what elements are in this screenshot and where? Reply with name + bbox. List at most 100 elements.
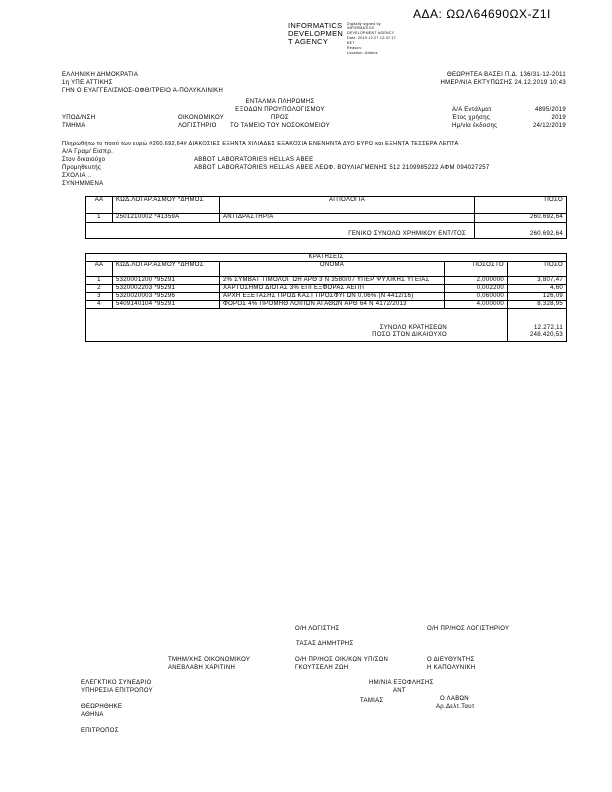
audit-service: ΥΠΗΡΕΣΙΑ ΕΠΙΤΡΟΠΟΥ: [81, 688, 153, 694]
cell: ΑΡΧΗ ΕΞΕΤΑΣΗΣ ΠΡΟΔ ΚΑΣΤ ΠΡΟΣΦΥΓΩΝ 0,06% …: [219, 292, 445, 301]
cell: 3.807,47: [507, 276, 567, 285]
table-row: 3 5320020003 *95296 ΑΡΧΗ ΕΞΕΤΑΣΗΣ ΠΡΟΔ Κ…: [85, 292, 567, 301]
cell: 4: [85, 300, 113, 309]
cell: ΧΑΡΤΟΣΗΜΟ ΔΙΟΓΑΣ 3% ΕΠΙ ΕΞΦΟΡΑΣ ΑΕΠΠ: [219, 284, 445, 293]
issuer-line: ΕΛΛΗΝΙΚΗ ΔΗΜΟΚΡΑΤΙΑ: [62, 72, 139, 78]
cell: 1: [85, 276, 113, 285]
total-value: 260.692,64: [474, 222, 567, 239]
finance-head-name: ΑΝΕΒΛΑΒΗ ΧΑΡΙΤΙΝΗ: [168, 665, 236, 671]
total-label: ΓΕΝΙΚΟ ΣΥΝΟΛΟ ΧΡΗΜΙΚΟΥ ΕΝΤ/ΤΟΣ: [85, 222, 475, 239]
cell: 2: [85, 284, 113, 293]
meta-value: 4895/2019: [534, 107, 566, 113]
signature-director: Ο ΔΙΕΥΘΥΝΤΗΣ: [427, 657, 475, 663]
table-row: 1 2501210002 *41359Α ΑΝΤΙΔΡΑΣΤΗΡΙΑ 260.6…: [85, 213, 567, 223]
commissioner-label: ΕΠΙΤΡΟΠΟΣ: [81, 728, 119, 734]
table-header-row: ΑΑ ΚΩΔ.ΛΟΓΑΡ.ΑΣΜΟΥ *ΔΗΜΟΣ ΑΙΤΙΟΛΟΓΙΑ ΠΟΣ…: [85, 196, 567, 214]
cell: 0,002200: [444, 284, 508, 293]
issuer-line: ΓΗΝ Ο ΕΥΑΓΓΕΛΙΣΜΟΣ-ΟΦΘ/ΤΡΕΙΟ Α-ΠΟΛΥΚΛΙΝΙ…: [62, 88, 224, 94]
legal-basis: ΘΕΩΡΗΤΕΑ ΒΑΣΕΙ Π.Δ. 136/31-12-2011: [446, 72, 566, 78]
col-header: ΠΟΣΟ: [507, 261, 567, 277]
expenses-table: ΑΑ ΚΩΔ.ΛΟΓΑΡ.ΑΣΜΟΥ *ΔΗΜΟΣ ΑΙΤΙΟΛΟΓΙΑ ΠΟΣ…: [85, 196, 567, 239]
cell: 5320001200 *95291: [112, 276, 220, 285]
total-deductions-label: ΣΥΝΟΛΟ ΚΡΑΤΗΣΕΩΝ: [379, 325, 447, 331]
stamp-line: Date: 2019.12.27 12:37:17: [347, 36, 396, 40]
stamp-line: Location: Athens: [347, 51, 378, 55]
col-header: ΑΑ: [85, 261, 113, 277]
col-header: ΑΑ: [85, 196, 113, 214]
meta-label: Ημ/νία έκδοσης: [452, 123, 498, 129]
stamp-line: EET: [347, 41, 355, 45]
cell: 2,000000: [444, 276, 508, 285]
col-header: ΠΟΣΟ: [474, 196, 567, 214]
stamp-line: DEVELOPMENT AGENCY: [347, 31, 395, 35]
signature-head-accounting: Ο/Η ΠΡ/ΗΟΣ ΛΟΓΙΣΤΗΡΙΟΥ: [427, 626, 510, 632]
col-header: ΠΟΣΟΣΤΟ: [444, 261, 508, 277]
cell: 0,060000: [444, 292, 508, 301]
meta-label: Α/Α Εντάλματ: [452, 107, 492, 113]
print-date: ΗΜΕΡ/ΝΙΑ ΕΚΤΥΠΩΣΗΣ 24.12.2019 10:43: [440, 80, 566, 86]
table-row: 1 5320001200 *95291 2% ΣΥΜΒΑΤ ΤΙΜΟΛΟΓ ΩΗ…: [85, 276, 567, 285]
logo-line: T AGENCY: [288, 37, 329, 46]
net-amount-label: ΠΟΣΟ ΣΤΟΝ ΔΙΚΑΙΟΥΧΟ: [372, 332, 447, 338]
logo-line: DEVELOPMEN: [288, 29, 344, 38]
col-header: ΟΝΟΜΑ: [219, 261, 445, 277]
meta-value: 2019: [551, 115, 566, 121]
net-amount-value: 248.420,53: [529, 332, 563, 338]
logo-line: INFORMATICS: [288, 21, 343, 30]
beneficiary: ABBOT LABORATORIES HELLAS ΑΒΕΕ: [194, 157, 314, 163]
cell: 5320020003 *95296: [112, 292, 220, 301]
cell: 2% ΣΥΜΒΑΤ ΤΙΜΟΛΟΓ ΩΗ ΑΡΘ 3 Ν 3580/07 ΥΠΕ…: [219, 276, 445, 285]
supplier: ABBOT LABORATORIES HELLAS ΑΒΕΕ ΛΕΩΦ. ΒΟΥ…: [194, 165, 490, 171]
cell: ΦΟΡΟΣ 4% ΠΡΟΜΗΘ ΛΟΙΠΩΝ ΑΓΑΘΩΝ ΑΡΘ 64 Ν 4…: [219, 300, 445, 309]
cell: 5409140104 *95291: [112, 300, 220, 309]
cell: 4,000000: [444, 300, 508, 309]
payment-label: Α/Α Γραμ/ Εισπρ.: [62, 149, 114, 155]
issuer-line: 1η ΥΠΕ ΑΤΤΙΚΗΣ: [62, 80, 113, 86]
payment-label: ΣΧΟΛΙΑ ..: [62, 173, 92, 179]
signature-admin-head: Ο/Η ΠΡ/ΗΟΣ ΟΙΚ/ΚΩΝ ΥΠ/ΣΩΝ: [295, 657, 389, 663]
totals-labels: ΣΥΝΟΛΟ ΚΡΑΤΗΣΕΩΝ ΠΟΣΟ ΣΤΟΝ ΔΙΚΑΙΟΥΧΟ: [85, 308, 508, 342]
signature-accountant: Ο/Η ΛΟΓΙΣΤΗΣ: [295, 626, 340, 632]
cell: 3: [85, 292, 113, 301]
total-row: ΓΕΝΙΚΟ ΣΥΝΟΛΟ ΧΡΗΜΙΚΟΥ ΕΝΤ/ΤΟΣ 260.692,6…: [85, 222, 567, 239]
department-value: ΛΟΓΙΣΤΗΡΙΟ: [178, 123, 217, 129]
stamp-line: Reason:: [347, 46, 363, 50]
deductions-table: ΚΡΑΤΗΣΕΙΣ ΑΑ ΚΩΔ.ΛΟΓΑΡ.ΑΣΜΟΥ *ΔΗΜΟΣ ΟΝΟΜ…: [85, 253, 567, 342]
cell: 5320002203 *95291: [112, 284, 220, 293]
subdivision-value: ΟΙΚΟΝΟΜΙΚΟΥ: [178, 115, 225, 121]
col-header: ΑΙΤΙΟΛΟΓΙΑ: [219, 196, 475, 214]
cashier-label: ΤΑΜΙΑΣ: [360, 698, 384, 704]
payment-amount-line: Πληρωθήτω το ποσό των ευρώ #260.692,64# …: [62, 141, 459, 147]
payment-label: Στον δικαιούχο: [62, 157, 106, 163]
totals-values: 12.272,11 248.420,53: [507, 308, 567, 342]
table-row: 4 5409140104 *95291 ΦΟΡΟΣ 4% ΠΡΟΜΗΘ ΛΟΙΠ…: [85, 300, 567, 309]
cell: 126,09: [507, 292, 567, 301]
director-name: Η ΚΑΠΟΛΥΝΙΚΗ: [427, 665, 476, 671]
table-header-row: ΑΑ ΚΩΔ.ΛΟΓΑΡ.ΑΣΜΟΥ *ΔΗΜΟΣ ΟΝΟΜΑ ΠΟΣΟΣΤΟ …: [85, 261, 567, 277]
document-subtitle: ΤΟ ΤΑΜΕΙΟ ΤΟΥ ΝΟΣΟΚΟΜΕΙΟΥ: [230, 123, 330, 129]
document-subtitle: ΕΞΟΔΩΝ ΠΡΟΥΠΟΛΟΓΙΣΜΟΥ: [235, 107, 325, 113]
document-title: ΕΝΤΑΛΜΑ ΠΛΗΡΩΜΗΣ: [245, 99, 315, 105]
meta-value: 24/12/2019: [532, 123, 566, 129]
stamp-line: Digitally signed by: [347, 22, 381, 26]
col-header: ΚΩΔ.ΛΟΓΑΡ.ΑΣΜΟΥ *ΔΗΜΟΣ: [112, 196, 220, 214]
accountant-name: ΤΑΣΑΣ ΔΗΜΗΤΡΗΣ: [296, 641, 354, 647]
total-deductions-value: 12.272,11: [534, 325, 563, 331]
cell: 8.328,95: [507, 300, 567, 309]
table-row: 2 5320002203 *95291 ΧΑΡΤΟΣΗΜΟ ΔΙΟΓΑΣ 3% …: [85, 284, 567, 293]
recipient-label: Ο ΛΑΒΩΝ: [440, 696, 469, 702]
cell: 260.692,64: [474, 213, 567, 223]
deductions-title: ΚΡΑΤΗΣΕΙΣ: [85, 253, 567, 262]
document-subtitle: ΠΡΟΣ: [271, 115, 289, 121]
cell: 2501210002 *41359Α: [112, 213, 220, 223]
department-label: ΤΜΗΜΑ: [62, 123, 86, 129]
id-card-label: Αρ.Δελτ.Ταυτ: [436, 704, 475, 710]
audit-court: ΕΛΕΓΚΤΙΚΟ ΣΥΝΕΔΡΙΟ: [81, 680, 152, 686]
meta-label: Έτος χρήσης: [452, 115, 491, 121]
ada-code: ΑΔΑ: ΩΩΛ64690ΩΧ-Ζ1Ι: [413, 7, 551, 21]
approved-label: ΘΕΩΡΗΘΗΚΕ: [81, 704, 123, 710]
athens-label: ΑΘΗΝΑ: [81, 712, 104, 718]
payment-label: Προμηθευτής: [62, 165, 102, 171]
cell: 4,60: [507, 284, 567, 293]
payment-label: ΣΥΝΗΜΜΕΝΑ: [62, 181, 104, 187]
